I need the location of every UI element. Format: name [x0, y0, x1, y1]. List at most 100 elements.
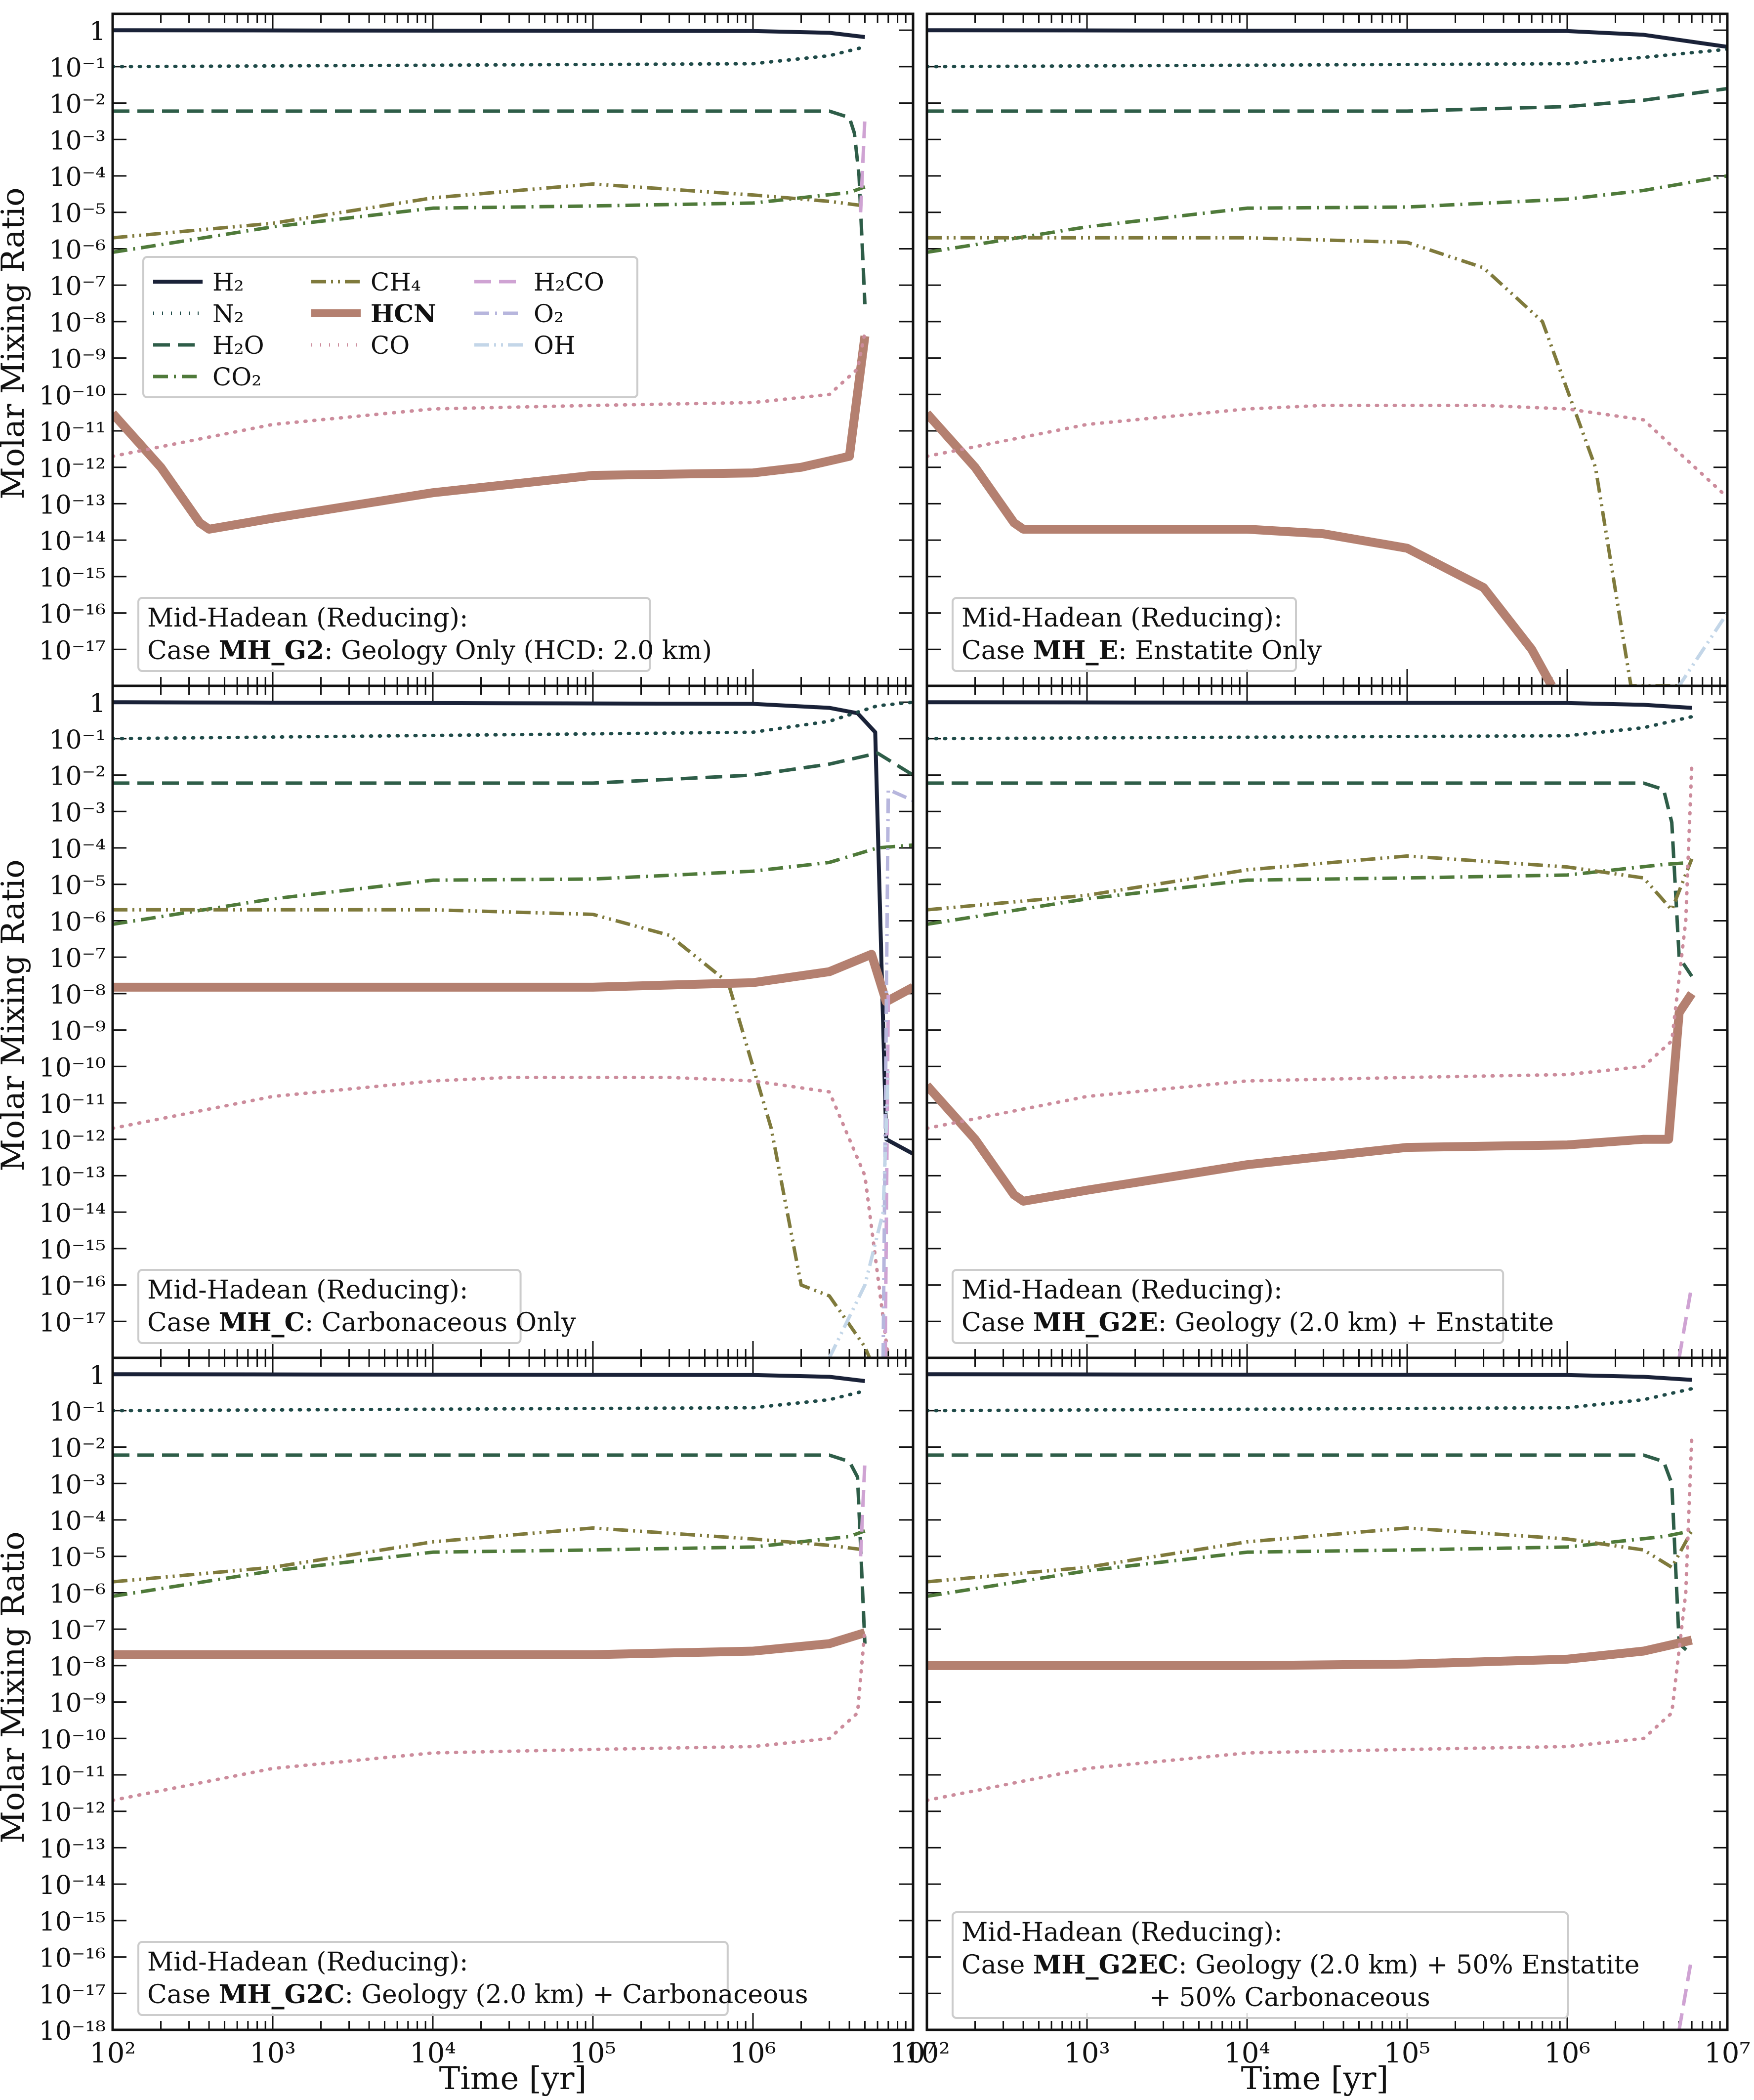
series-line-H2O: [927, 86, 1727, 113]
y-axis-label-row-3: Molar Mixing Ratio: [0, 1531, 32, 1843]
series-line-H2: [927, 1372, 1692, 1382]
panel-MH_E: Mid-Hadean (Reducing):Case MH_E: Enstati…: [925, 12, 1729, 687]
y-tick-label: 10⁻¹⁴: [39, 527, 106, 556]
series-line-HCN: [113, 1628, 867, 1659]
series-line-H2: [113, 28, 865, 39]
y-tick-label: 10⁻¹: [49, 1397, 106, 1427]
series-line-CH4: [113, 182, 865, 240]
series-line-H2CO: [883, 993, 890, 1358]
legend-label-CH4: CH₄: [371, 268, 421, 296]
y-tick-label: 10⁻¹: [49, 725, 106, 755]
panels-layer: 1 10⁻¹ 10⁻² 10⁻³ 10⁻⁴ 10⁻⁵ 10⁻⁶ 10⁻⁷ 10⁻⁸ 10⁻⁹ 10⁻…: [39, 12, 1751, 2069]
y-tick-label: 10⁻²: [49, 1434, 106, 1464]
annotation-line-1: Mid-Hadean (Reducing):: [961, 1275, 1283, 1305]
legend-label-OH: OH: [534, 331, 576, 360]
annotation-line-2: Case MH_G2EC: Geology (2.0 km) + 50% Ens…: [961, 1950, 1639, 1980]
annotation-line-1: Mid-Hadean (Reducing):: [961, 603, 1283, 633]
y-tick-label: 10⁻⁴: [49, 835, 106, 864]
y-tick-label: 10⁻¹: [49, 53, 106, 83]
annotation-line-2: Case MH_G2E: Geology (2.0 km) + Enstatit…: [961, 1307, 1554, 1338]
annotation-line-3: + 50% Carbonaceous: [1149, 1983, 1430, 2013]
series-group: [927, 1372, 1694, 2030]
series-line-H2CO: [859, 1461, 867, 1556]
y-tick-label: 10⁻⁷: [49, 944, 106, 973]
y-tick-label: 10⁻⁵: [49, 199, 106, 229]
panel-frame: [111, 1356, 915, 2031]
annotation-line-2: Case MH_G2: Geology Only (HCD: 2.0 km): [147, 635, 712, 666]
annotation-line-1: Mid-Hadean (Reducing):: [961, 1918, 1283, 1947]
y-tick-label: 10⁻¹³: [39, 490, 106, 520]
series-group: [113, 700, 913, 1358]
x-tick-label: 10⁷: [890, 2037, 936, 2069]
y-tick-label: 10⁻¹⁸: [39, 2016, 106, 2046]
x-tick-label: 10⁴: [1224, 2037, 1270, 2069]
y-tick-label: 10⁻³: [49, 1470, 106, 1500]
panel-MH_G2EC: 10² 10³ 10⁴ 10⁵ 10⁶ 10⁷ Mid-Hadean (Reducing):…: [904, 1356, 1751, 2069]
series-line-H2: [927, 700, 1692, 710]
annotation-box: [137, 1941, 729, 2016]
y-tick-label: 10⁻¹⁷: [39, 636, 106, 666]
panel-MH_C: 1 10⁻¹ 10⁻² 10⁻³ 10⁻⁴ 10⁻⁵ 10⁻⁶ 10⁻⁷ 10⁻⁸ 10⁻⁹ 10⁻…: [39, 684, 915, 1359]
series-line-H2O: [113, 1453, 867, 1644]
y-tick-label: 10⁻⁵: [49, 1543, 106, 1573]
series-line-CO: [927, 404, 1727, 499]
series-line-HCN: [113, 950, 913, 1007]
y-tick-label: 1: [89, 1361, 106, 1390]
x-tick-label: 10⁵: [1384, 2037, 1430, 2069]
x-tick-label: 10⁶: [730, 2037, 776, 2069]
annotation-box: [137, 1269, 522, 1344]
y-tick-label: 10⁻⁸: [49, 1652, 106, 1682]
series-line-H2CO: [1677, 1285, 1694, 1358]
series-line-CO2: [927, 174, 1727, 254]
series-line-OH: [1661, 612, 1727, 686]
panel-MH_G2E: Mid-Hadean (Reducing):Case MH_G2E: Geolo…: [925, 684, 1729, 1359]
series-line-H2CO: [1677, 1957, 1694, 2030]
series-line-HCN: [927, 410, 1556, 686]
series-line-CO: [113, 1076, 890, 1358]
series-line-H2: [113, 1372, 865, 1383]
y-tick-label: 1: [89, 689, 106, 718]
y-tick-label: 10⁻⁶: [49, 235, 106, 265]
series-group: [927, 700, 1696, 1358]
annotation-box: [952, 597, 1297, 672]
series-line-HCN: [927, 991, 1696, 1206]
legend-label-H2CO: H₂CO: [534, 268, 604, 296]
series-line-OH: [828, 1066, 890, 1358]
series-line-HCN: [113, 336, 870, 534]
y-tick-label: 10⁻¹⁴: [39, 1871, 106, 1900]
y-tick-label: 10⁻⁸: [49, 980, 106, 1010]
series-line-H2CO: [859, 117, 867, 212]
x-tick-label: 10³: [1064, 2037, 1110, 2069]
y-tick-label: 10⁻¹¹: [39, 418, 106, 447]
legend-label-H2O: H₂O: [212, 331, 264, 360]
x-axis-label-left: Time [yr]: [439, 2060, 587, 2097]
series-line-CH4: [113, 908, 872, 1358]
series-line-CH4: [927, 854, 1694, 912]
y-tick-label: 1: [89, 17, 106, 46]
y-tick-label: 10⁻¹⁷: [39, 1980, 106, 2010]
y-tick-label: 10⁻¹¹: [39, 1762, 106, 1791]
series-line-N2: [927, 1387, 1694, 1413]
y-tick-label: 10⁻⁵: [49, 871, 106, 901]
y-tick-label: 10⁻⁷: [49, 272, 106, 301]
series-group: [113, 28, 870, 534]
y-tick-label: 10⁻²: [49, 90, 106, 120]
annotation-line-2: Case MH_C: Carbonaceous Only: [147, 1307, 576, 1338]
y-tick-label: 10⁻⁷: [49, 1616, 106, 1645]
legend-label-H2: H₂: [212, 268, 244, 296]
y-tick-label: 10⁻⁶: [49, 1579, 106, 1609]
y-tick-label: 10⁻⁹: [49, 1689, 106, 1719]
series-line-CH4: [927, 1526, 1694, 1584]
x-tick-label: 10⁴: [410, 2037, 456, 2069]
y-tick-label: 10⁻¹⁶: [39, 600, 106, 630]
series-line-HCN: [927, 1636, 1693, 1670]
series-line-CH4: [113, 1526, 865, 1584]
y-tick-label: 10⁻²: [49, 762, 106, 792]
series-line-N2: [113, 700, 913, 741]
x-tick-label: 10³: [250, 2037, 296, 2069]
y-tick-label: 10⁻⁶: [49, 907, 106, 937]
panel-frame: [925, 1356, 1729, 2031]
panel-MH_G2C: 1 10⁻¹ 10⁻² 10⁻³ 10⁻⁴ 10⁻⁵ 10⁻⁶ 10⁻⁷ 10⁻⁸ 10⁻⁹ 10⁻…: [39, 1356, 936, 2069]
x-axis-label-right: Time [yr]: [1241, 2060, 1389, 2097]
annotation-box: [952, 1911, 1569, 2019]
